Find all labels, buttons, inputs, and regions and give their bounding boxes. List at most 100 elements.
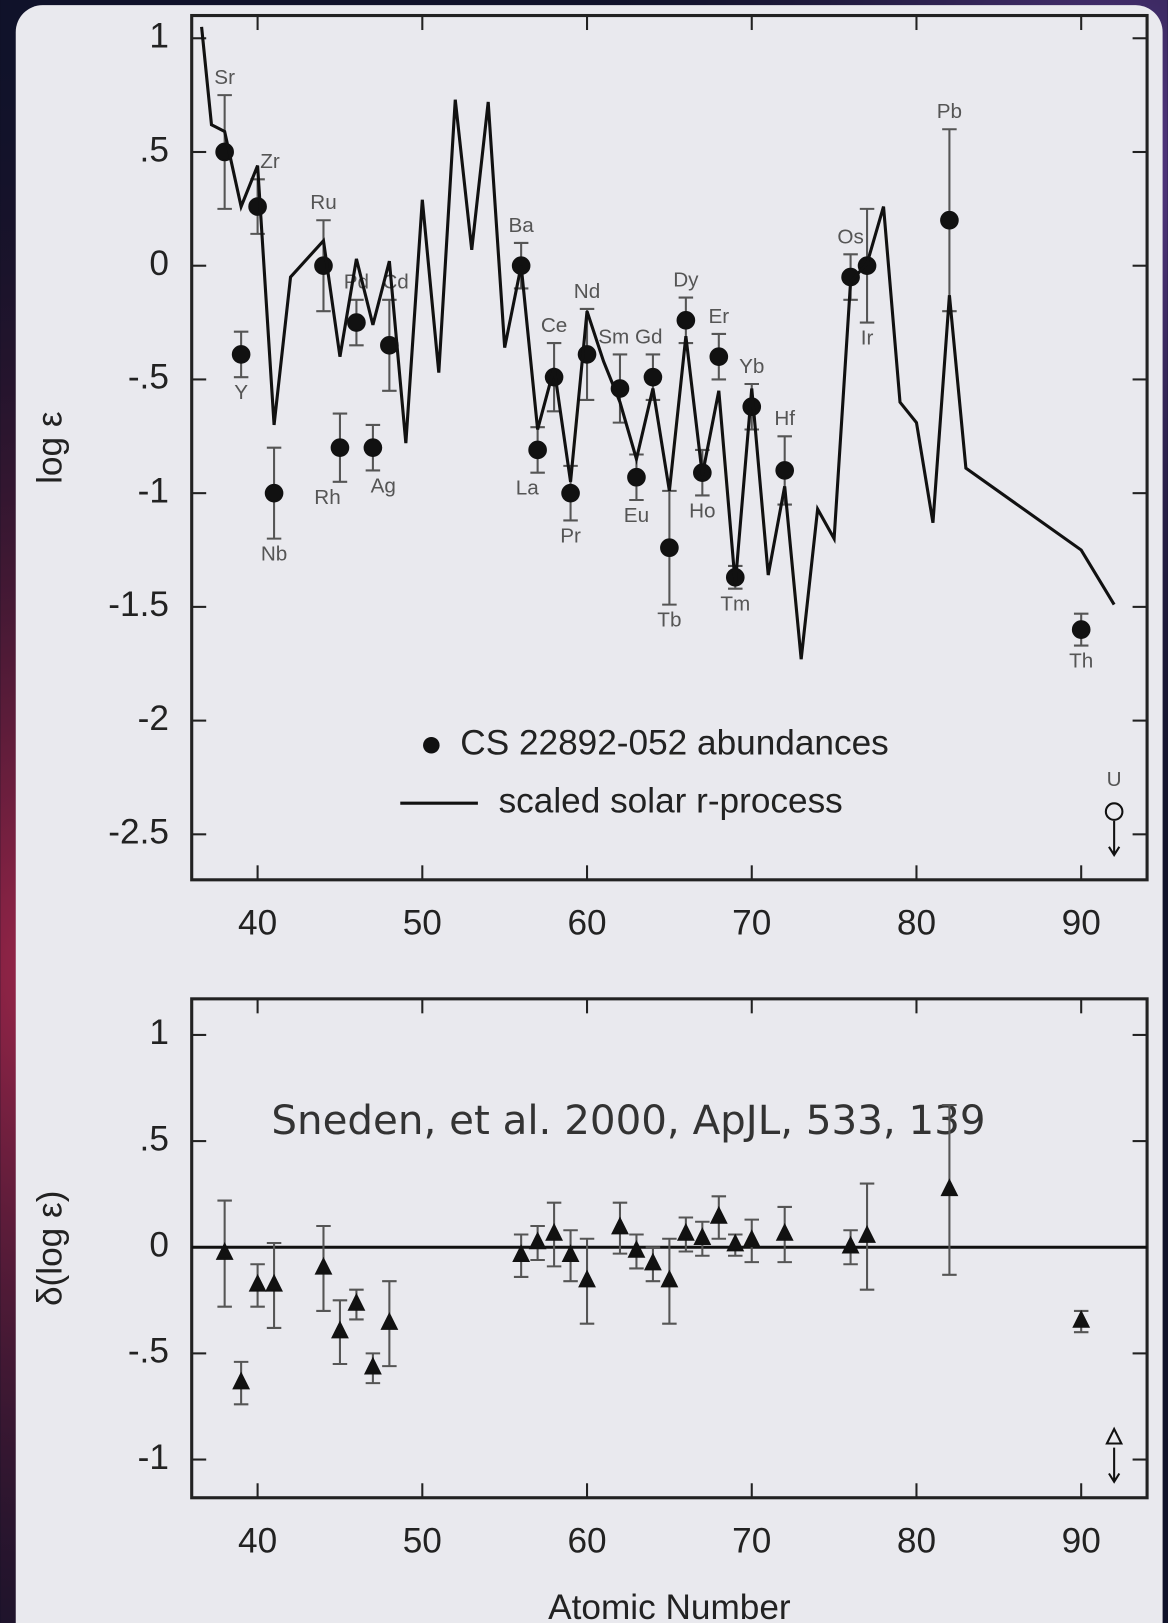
element-label: Y (234, 381, 248, 404)
triangle-point (528, 1231, 547, 1250)
triangle-point (545, 1222, 564, 1241)
triangle-point (726, 1233, 745, 1252)
triangle-point (331, 1320, 349, 1339)
annotation: Sneden, et al. 2000, ApJL, 533, 139 (271, 1097, 985, 1144)
triangle-point (561, 1244, 580, 1262)
point (1071, 620, 1091, 639)
triangle-point (742, 1229, 761, 1248)
element-label: Ir (861, 327, 874, 350)
triangle-point (627, 1239, 646, 1258)
triangle-point (232, 1371, 251, 1390)
point (231, 345, 251, 364)
point (528, 440, 547, 460)
point (709, 347, 729, 367)
element-label: Yb (739, 355, 764, 378)
point (940, 210, 959, 230)
y-tick-label: 1 (149, 1013, 169, 1052)
x-tick-label: 40 (238, 904, 277, 943)
point (676, 310, 696, 330)
point (660, 538, 679, 558)
element-label: Ag (371, 474, 396, 497)
point (363, 438, 383, 457)
element-label: Zr (260, 150, 280, 173)
x-tick-label: 90 (1062, 904, 1101, 943)
y-tick-label: 0 (149, 244, 169, 283)
triangle-point (611, 1216, 629, 1235)
y-axis-label: log ε (30, 411, 69, 484)
triangle-point (940, 1178, 959, 1197)
element-label: Eu (624, 504, 649, 527)
point (1104, 802, 1124, 821)
triangle-point (265, 1273, 283, 1292)
element-label: Pr (560, 524, 581, 547)
y-tick-label: 1 (149, 17, 169, 56)
triangle-point (841, 1235, 860, 1254)
x-tick-label: 60 (567, 904, 606, 943)
triangle-point (380, 1312, 399, 1330)
x-tick-label: 80 (897, 904, 936, 943)
element-label: Sr (214, 66, 235, 89)
point (347, 313, 366, 332)
element-label: Nb (261, 543, 287, 566)
y-tick-label: .5 (140, 130, 169, 169)
limit-arrow (1108, 1447, 1121, 1484)
element-label: Gd (635, 325, 663, 348)
triangle-point (858, 1224, 876, 1243)
triangle-point (693, 1227, 712, 1245)
triangle-point (363, 1356, 382, 1375)
element-label: Cd (382, 271, 408, 294)
triangle-point (660, 1269, 679, 1288)
limit-arrow (1108, 820, 1121, 858)
element-label: Er (708, 305, 729, 328)
triangle-point (347, 1292, 366, 1311)
y-tick-label: -2.5 (108, 813, 169, 852)
y-tick-label: -1 (138, 471, 169, 510)
element-label: U (1107, 768, 1122, 791)
y-tick-label: -2 (138, 699, 169, 738)
point (643, 367, 663, 387)
y-tick-label: -1 (138, 1438, 169, 1477)
y-axis-label: δ(log ε) (30, 1191, 69, 1306)
triangle-point (248, 1273, 267, 1292)
element-label: Ba (508, 214, 534, 237)
triangle-point (1105, 1426, 1124, 1445)
triangle-point (676, 1222, 695, 1241)
panel (15, 5, 1163, 1623)
element-label: Ce (541, 314, 567, 337)
triangle-point (215, 1241, 234, 1260)
triangle-point (1072, 1309, 1091, 1328)
x-tick-label: 70 (732, 1522, 771, 1561)
x-axis-label: Atomic Number (548, 1588, 791, 1623)
plot-frame (190, 13, 1149, 882)
legend-marker (423, 736, 440, 754)
point (330, 438, 350, 457)
plots: 40 50 60 70 80 90 1 .5 0 -.5 -1 -1.5 -2 -2.5 log ε Sr Y Z… (30, 13, 1149, 1623)
element-label: Tb (657, 609, 681, 632)
x-tick-label: 80 (897, 1522, 936, 1561)
element-label: Hf (774, 407, 795, 430)
triangle-point (644, 1252, 662, 1271)
point (561, 483, 580, 503)
legend-label: CS 22892-052 abundances (460, 724, 888, 763)
y-tick-label: -.5 (128, 1332, 169, 1371)
element-label: Th (1069, 650, 1093, 673)
y-tick-label: -1.5 (108, 585, 169, 624)
element-label: Dy (673, 268, 699, 291)
element-label: Rh (314, 486, 340, 509)
y-tick-label: -.5 (128, 358, 169, 397)
element-label: Os (837, 225, 863, 248)
x-tick-label: 60 (567, 1522, 606, 1561)
x-tick-label: 90 (1062, 1522, 1101, 1561)
element-label: Ru (310, 191, 336, 214)
line-series (200, 26, 1116, 660)
element-label: Sm (598, 325, 629, 348)
element-label: Tm (720, 593, 750, 616)
element-label: La (516, 477, 540, 500)
x-tick-label: 50 (403, 1522, 442, 1561)
triangle-point (709, 1205, 728, 1224)
triangle-point (775, 1222, 794, 1241)
point (264, 483, 284, 503)
x-tick-label: 40 (238, 1522, 277, 1561)
point (627, 467, 646, 487)
